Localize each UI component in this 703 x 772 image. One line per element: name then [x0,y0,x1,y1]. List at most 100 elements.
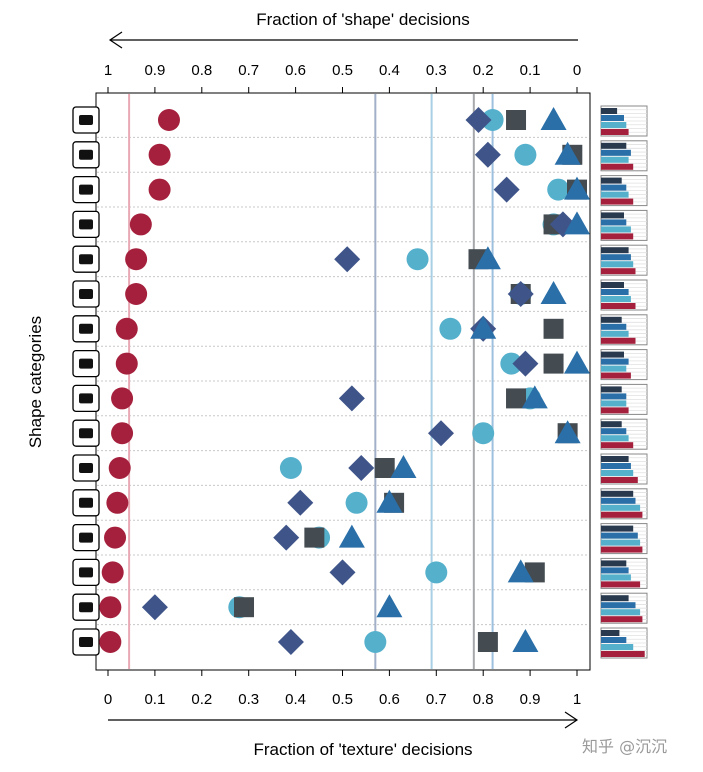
clock-icon [72,593,100,621]
side-bar [601,532,638,539]
diamond-point [277,629,304,655]
circle-point [279,457,302,479]
icon-glyph [79,567,93,578]
square-point [506,388,527,409]
triangle-point [554,420,581,444]
circle-point [500,352,523,375]
side-bar [601,330,629,337]
side-bar [601,435,629,442]
diamond-point [329,559,356,586]
side-bar [601,497,636,504]
side-bar [601,470,634,476]
bottom-axis-title: Fraction of 'texture' decisions [253,740,472,759]
side-bar [601,337,636,344]
knife-icon [72,141,100,169]
icon-glyph [79,219,93,230]
car-icon [72,454,100,482]
cat-icon [72,315,100,343]
side-bar [601,289,629,295]
bottom-tick-label: 0.2 [191,691,212,708]
top-tick-label: 0.9 [144,62,165,79]
side-bar [601,616,643,623]
side-bar [601,581,641,588]
side-bar [601,323,627,330]
circle-point [125,248,148,271]
diamond-point [512,350,539,377]
category-icons [72,106,100,656]
circle-point [481,109,504,131]
circle-point [472,422,495,445]
side-bar [601,226,631,233]
side-bar [601,511,643,518]
icon-glyph [79,532,93,543]
icon-glyph [79,323,93,334]
side-bar [601,268,636,275]
dog-icon [72,245,100,273]
circle-point [125,283,148,305]
side-bar [601,560,627,567]
icon-glyph [79,115,93,125]
circle-point [99,596,122,619]
diamond-point [507,281,534,307]
side-bar [601,477,638,483]
top-axis-title: Fraction of 'shape' decisions [256,10,469,29]
top-tick-label: 0.2 [473,62,494,79]
bottom-tick-label: 0.5 [332,691,353,708]
bottle-icon [72,523,100,552]
triangle-point [376,489,403,513]
side-bar [601,463,631,469]
circle-point [129,213,152,236]
side-bar [601,539,641,546]
side-bar [601,456,629,462]
square-point [506,110,527,130]
side-bar [601,351,624,358]
side-bar [601,393,627,400]
icon-glyph [79,463,93,473]
circle-point [514,143,537,166]
diamond-point [474,141,501,168]
knife-icon [72,106,100,134]
square-point [374,458,395,478]
circle-point [101,561,124,584]
square-point [543,353,564,374]
bottom-tick-label: 0 [104,691,112,708]
top-tick-label: 0.7 [238,62,259,79]
side-bar [601,115,624,121]
top-tick-label: 1 [104,62,112,79]
triangle-point [521,385,548,409]
top-tick-label: 0.1 [520,62,541,79]
diamond-point [348,455,375,481]
side-bar [601,644,634,650]
side-bar [601,595,629,602]
side-bar [601,651,645,657]
circle-point [157,109,180,131]
top-tick-label: 0.5 [332,62,353,79]
top-tick-label: 0.6 [285,62,306,79]
square-point [477,632,498,652]
side-bar [601,365,627,372]
side-bar [601,567,629,574]
side-bar [601,191,629,198]
triangle-point [564,350,590,374]
chair-icon [72,558,100,587]
watermark-text: 知乎 @沉沉 [582,737,667,756]
icon-glyph [79,149,93,160]
side-bar [601,219,627,226]
bottom-tick-label: 1 [573,691,581,708]
diamond-point [465,107,492,133]
top-tick-label: 0 [573,62,581,79]
circle-point [106,491,129,514]
circle-point [115,317,138,340]
circle-point [111,387,134,410]
circle-point [406,248,429,271]
icon-glyph [79,184,93,195]
side-bar [601,400,627,407]
circle-point [425,561,448,584]
bottom-tick-label: 0.8 [473,691,494,708]
circle-point [111,422,134,445]
triangle-point [390,455,417,478]
side-bar [601,177,622,184]
circle-point [364,631,387,653]
triangle-point [540,281,567,304]
side-bar [601,108,618,114]
